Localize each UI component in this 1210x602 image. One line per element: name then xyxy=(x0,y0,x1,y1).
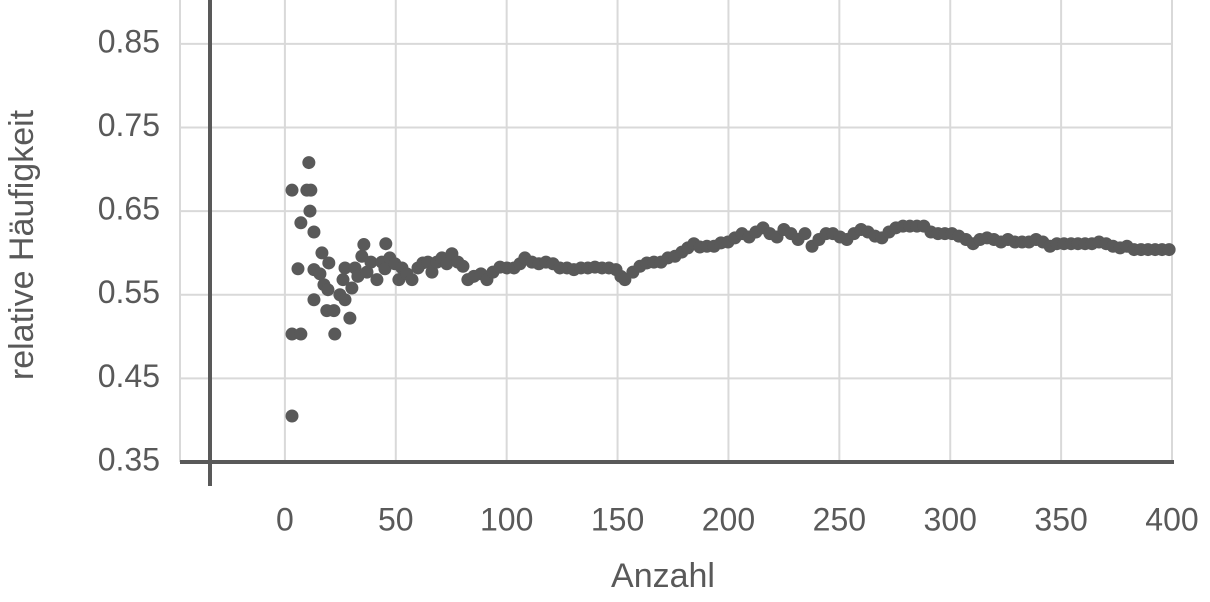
x-tick-label: 300 xyxy=(924,501,977,537)
point xyxy=(798,227,812,241)
y-tick-label: 0.45 xyxy=(98,358,160,394)
point xyxy=(307,225,321,239)
point xyxy=(357,238,371,252)
point xyxy=(302,156,316,170)
x-tick-label: 350 xyxy=(1034,501,1087,537)
point xyxy=(328,327,342,341)
point xyxy=(285,409,299,423)
point xyxy=(321,283,335,297)
x-tick-label: 200 xyxy=(702,501,755,537)
point xyxy=(313,267,327,281)
x-tick-label: 0 xyxy=(276,501,294,537)
point xyxy=(378,262,392,276)
y-axis-title: relative Häufigkeit xyxy=(3,109,41,380)
point xyxy=(303,204,317,218)
y-tick-label: 0.35 xyxy=(98,441,160,477)
point xyxy=(294,327,308,341)
point xyxy=(291,262,305,276)
y-tick-label: 0.65 xyxy=(98,191,160,227)
point xyxy=(370,273,384,287)
points xyxy=(285,156,1176,423)
point xyxy=(440,257,454,271)
point xyxy=(343,311,357,325)
point xyxy=(345,281,359,295)
point xyxy=(364,255,378,269)
y-tick-label: 0.75 xyxy=(98,107,160,143)
x-tick-label: 50 xyxy=(378,501,414,537)
x-tick-label: 100 xyxy=(480,501,533,537)
x-tick-label: 250 xyxy=(813,501,866,537)
point xyxy=(425,265,439,279)
point xyxy=(327,304,341,318)
point xyxy=(285,183,299,197)
point xyxy=(1162,243,1176,257)
point xyxy=(322,256,336,270)
point xyxy=(456,259,470,273)
point xyxy=(307,293,321,307)
grid xyxy=(180,0,1173,463)
x-tick-label: 400 xyxy=(1145,501,1198,537)
point xyxy=(360,265,374,279)
x-tick-label: 150 xyxy=(591,501,644,537)
y-tick-label: 0.55 xyxy=(98,274,160,310)
x-axis-title: Anzahl xyxy=(611,557,715,595)
point xyxy=(304,183,318,197)
point xyxy=(338,261,352,275)
point xyxy=(315,246,329,260)
point xyxy=(379,237,393,251)
point xyxy=(405,273,419,287)
point xyxy=(336,273,350,287)
point xyxy=(294,216,308,230)
y-tick-label: 0.85 xyxy=(98,23,160,59)
point xyxy=(338,293,352,307)
